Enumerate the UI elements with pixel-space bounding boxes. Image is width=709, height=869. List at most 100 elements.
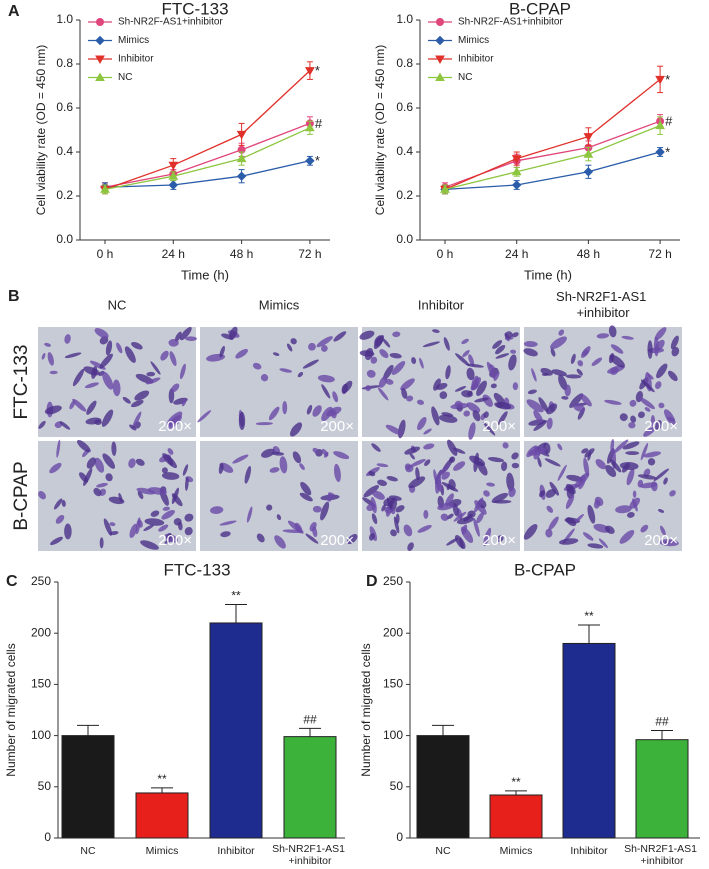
cell bbox=[390, 529, 397, 537]
cell bbox=[644, 407, 651, 412]
cell bbox=[613, 439, 629, 454]
cell bbox=[493, 500, 512, 504]
cell bbox=[408, 476, 426, 489]
cell bbox=[490, 383, 497, 389]
annotation: * bbox=[315, 63, 320, 78]
cell bbox=[632, 498, 638, 512]
cell bbox=[626, 512, 635, 518]
cell bbox=[371, 513, 378, 525]
cell bbox=[550, 336, 567, 350]
cell bbox=[101, 409, 114, 427]
cell bbox=[388, 495, 402, 501]
cell bbox=[664, 409, 676, 426]
y-tick-label: 0.4 bbox=[56, 144, 73, 158]
cell bbox=[557, 464, 567, 481]
cell bbox=[619, 413, 628, 422]
cell bbox=[282, 529, 303, 534]
cell bbox=[386, 497, 394, 512]
cell bbox=[417, 524, 432, 533]
cell bbox=[140, 540, 159, 550]
cell bbox=[341, 383, 348, 395]
cell bbox=[501, 461, 508, 472]
cell bbox=[422, 341, 440, 348]
x-axis-label: Time (h) bbox=[524, 267, 572, 282]
cell bbox=[647, 458, 656, 466]
legend-marker bbox=[96, 18, 104, 26]
cell bbox=[279, 456, 288, 474]
cell bbox=[312, 526, 318, 538]
legend-marker bbox=[435, 72, 445, 81]
magnification: 200× bbox=[320, 532, 354, 549]
cell bbox=[218, 463, 224, 474]
error-bar bbox=[299, 727, 321, 737]
x-tick-label: 72 h bbox=[648, 247, 671, 261]
cell bbox=[476, 512, 484, 524]
cell bbox=[391, 361, 406, 375]
x-tick-label: 0 h bbox=[437, 247, 454, 261]
cell bbox=[488, 364, 496, 370]
y-tick-label: 250 bbox=[383, 574, 403, 588]
x-tick-label: Inhibitor bbox=[217, 845, 255, 857]
cell bbox=[544, 458, 561, 467]
error-bar bbox=[505, 790, 527, 795]
cell bbox=[423, 509, 429, 519]
column-header: Mimics bbox=[259, 297, 300, 312]
cell bbox=[446, 513, 454, 520]
cell bbox=[364, 347, 374, 361]
cell bbox=[401, 388, 408, 399]
cell bbox=[185, 336, 197, 341]
cell bbox=[377, 479, 388, 487]
cell bbox=[332, 391, 339, 403]
marker bbox=[511, 180, 522, 190]
cell bbox=[365, 385, 371, 392]
cell bbox=[232, 454, 249, 464]
cell bbox=[109, 522, 116, 527]
chart-title: FTC-133 bbox=[163, 560, 230, 579]
significance: ** bbox=[584, 609, 594, 623]
cell bbox=[453, 511, 467, 522]
cell bbox=[219, 520, 237, 526]
cell bbox=[538, 397, 549, 413]
cell bbox=[511, 462, 520, 469]
micrograph bbox=[197, 326, 358, 437]
series-line bbox=[104, 160, 311, 188]
cell bbox=[474, 497, 484, 513]
cell bbox=[221, 333, 234, 340]
cell bbox=[184, 477, 189, 491]
cell bbox=[639, 397, 655, 410]
marker bbox=[655, 147, 665, 157]
error-bar bbox=[432, 724, 454, 736]
cell bbox=[527, 389, 537, 395]
cell bbox=[628, 422, 636, 429]
cell bbox=[608, 325, 617, 338]
cell bbox=[333, 463, 341, 483]
cell bbox=[495, 353, 510, 359]
cell bbox=[299, 492, 313, 502]
y-tick-label: 0.2 bbox=[56, 188, 73, 202]
cell bbox=[637, 474, 657, 480]
cell bbox=[111, 441, 117, 456]
cell bbox=[660, 525, 666, 536]
cell bbox=[595, 459, 607, 470]
x-tick-label: Inhibitor bbox=[570, 845, 608, 857]
cell bbox=[511, 452, 519, 460]
cell bbox=[321, 406, 333, 422]
bar bbox=[489, 794, 543, 839]
cell bbox=[112, 379, 121, 397]
cell bbox=[282, 400, 288, 415]
legend-label: Inhibitor bbox=[118, 54, 154, 65]
cell bbox=[461, 338, 469, 345]
cell bbox=[161, 472, 180, 480]
cell bbox=[404, 446, 421, 455]
cell bbox=[604, 525, 615, 534]
annotation: * bbox=[665, 144, 670, 159]
y-tick-label: 0.4 bbox=[396, 144, 413, 158]
x-tick-label: Sh-NR2F1-AS1 +inhibitor bbox=[272, 843, 348, 867]
cell bbox=[452, 503, 459, 517]
cell bbox=[312, 405, 322, 417]
magnification: 200× bbox=[320, 418, 354, 435]
legend-marker bbox=[95, 72, 105, 81]
x-tick-label: 48 h bbox=[577, 247, 600, 261]
cell bbox=[333, 451, 350, 460]
significance: ** bbox=[231, 589, 241, 603]
